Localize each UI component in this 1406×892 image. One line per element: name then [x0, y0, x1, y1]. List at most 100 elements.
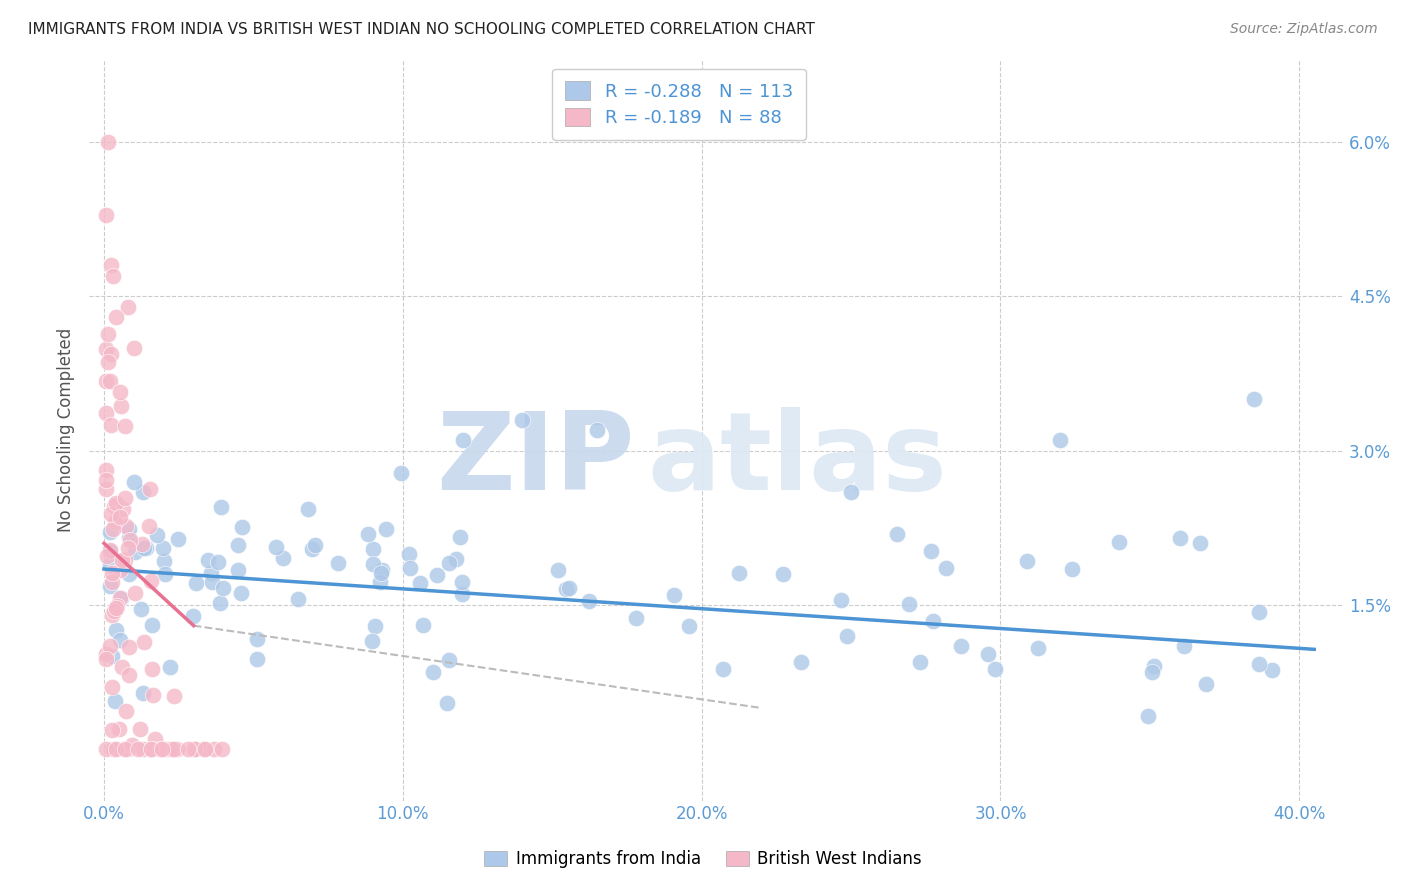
- Point: [361, 558, 384, 572]
- Legend: R = -0.288   N = 113, R = -0.189   N = 88: R = -0.288 N = 113, R = -0.189 N = 88: [553, 69, 806, 140]
- Point: [100, 347, 122, 361]
- Point: [578, 594, 600, 608]
- Point: [374, 522, 396, 536]
- Point: [226, 538, 249, 552]
- Point: [101, 723, 124, 738]
- Point: [94, 742, 117, 756]
- Point: [118, 567, 141, 582]
- Point: [94, 473, 117, 487]
- Point: [1247, 657, 1270, 671]
- Point: [1142, 665, 1164, 679]
- Point: [977, 647, 1000, 661]
- Point: [191, 742, 214, 756]
- Point: [399, 561, 422, 575]
- Point: [96, 208, 118, 222]
- Point: [437, 653, 460, 667]
- Point: [96, 647, 118, 661]
- Point: [194, 742, 217, 756]
- Point: [114, 742, 136, 756]
- Point: [103, 499, 125, 513]
- Point: [398, 547, 420, 561]
- Point: [1049, 434, 1071, 448]
- Point: [101, 523, 124, 537]
- Point: [897, 597, 920, 611]
- Point: [728, 566, 751, 581]
- Point: [422, 665, 444, 680]
- Point: [983, 662, 1005, 676]
- Point: [207, 555, 229, 569]
- Point: [301, 541, 323, 556]
- Point: [110, 591, 132, 606]
- Point: [121, 738, 143, 752]
- Point: [117, 300, 139, 314]
- Point: [183, 742, 205, 756]
- Point: [201, 575, 224, 590]
- Point: [211, 582, 233, 596]
- Point: [839, 484, 862, 499]
- Point: [950, 639, 973, 653]
- Point: [118, 531, 141, 545]
- Point: [118, 522, 141, 536]
- Y-axis label: No Schooling Completed: No Schooling Completed: [58, 328, 75, 533]
- Point: [1168, 531, 1191, 545]
- Point: [246, 632, 269, 646]
- Point: [122, 475, 145, 489]
- Point: [141, 617, 163, 632]
- Point: [1194, 677, 1216, 691]
- Point: [129, 601, 152, 615]
- Point: [103, 604, 125, 618]
- Point: [129, 723, 152, 737]
- Point: [118, 640, 141, 655]
- Point: [94, 482, 117, 496]
- Point: [920, 543, 942, 558]
- Point: [146, 527, 169, 541]
- Point: [1028, 641, 1050, 656]
- Point: [108, 722, 131, 736]
- Point: [830, 593, 852, 607]
- Point: [1137, 709, 1160, 723]
- Point: [662, 588, 685, 602]
- Point: [208, 596, 231, 610]
- Point: [437, 557, 460, 571]
- Point: [1143, 659, 1166, 673]
- Point: [135, 541, 157, 556]
- Point: [148, 742, 170, 756]
- Point: [100, 374, 122, 388]
- Point: [197, 553, 219, 567]
- Point: [163, 742, 186, 756]
- Point: [110, 563, 132, 577]
- Point: [100, 574, 122, 589]
- Point: [131, 537, 153, 551]
- Point: [94, 463, 117, 477]
- Point: [326, 556, 349, 570]
- Point: [139, 482, 162, 496]
- Point: [101, 742, 124, 756]
- Point: [166, 742, 188, 756]
- Point: [357, 526, 380, 541]
- Point: [449, 530, 471, 544]
- Point: [450, 575, 472, 590]
- Point: [1017, 554, 1039, 568]
- Point: [104, 623, 127, 637]
- Point: [94, 406, 117, 420]
- Point: [412, 618, 434, 632]
- Point: [371, 562, 394, 576]
- Point: [409, 575, 432, 590]
- Point: [150, 742, 173, 756]
- Point: [153, 554, 176, 568]
- Point: [1062, 562, 1084, 576]
- Point: [98, 639, 121, 653]
- Point: [626, 610, 648, 624]
- Point: [98, 525, 121, 540]
- Point: [104, 742, 127, 756]
- Point: [117, 541, 139, 555]
- Point: [886, 526, 908, 541]
- Point: [103, 694, 125, 708]
- Point: [100, 507, 122, 521]
- Point: [100, 648, 122, 663]
- Point: [361, 634, 384, 648]
- Point: [127, 742, 149, 756]
- Point: [209, 500, 232, 515]
- Point: [111, 660, 134, 674]
- Point: [921, 614, 943, 628]
